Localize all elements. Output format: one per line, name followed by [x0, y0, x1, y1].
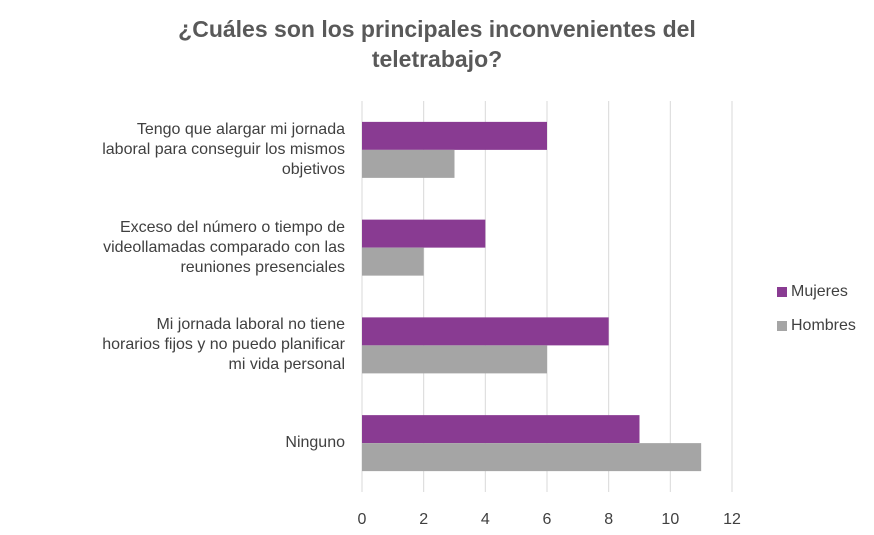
bar — [362, 317, 609, 346]
y-tick-label: Tengo que alargar mi jornada laboral par… — [102, 120, 345, 178]
legend-swatch — [777, 287, 787, 297]
bar — [362, 121, 547, 150]
legend-label: Hombres — [791, 317, 856, 334]
bar — [362, 443, 702, 472]
bar — [362, 149, 455, 178]
bar — [362, 219, 486, 248]
x-tick-label: 8 — [604, 511, 613, 528]
x-tick-label: 12 — [723, 511, 741, 528]
y-tick-label: Ninguno — [285, 434, 345, 452]
bar — [362, 247, 424, 276]
x-tick-label: 0 — [358, 511, 367, 528]
y-tick-label: Mi jornada laboral no tiene horarios fij… — [102, 316, 345, 374]
x-tick-label: 4 — [481, 511, 490, 528]
x-tick-label: 10 — [661, 511, 679, 528]
legend-swatch — [777, 321, 787, 331]
x-tick-label: 2 — [419, 511, 428, 528]
y-tick-label: Exceso del número o tiempo de videollama… — [103, 218, 345, 276]
chart-title: ¿Cuáles son los principales inconvenient… — [178, 16, 696, 72]
legend-label: Mujeres — [791, 283, 848, 300]
x-tick-label: 6 — [543, 511, 552, 528]
bar — [362, 415, 640, 444]
bar — [362, 345, 547, 374]
